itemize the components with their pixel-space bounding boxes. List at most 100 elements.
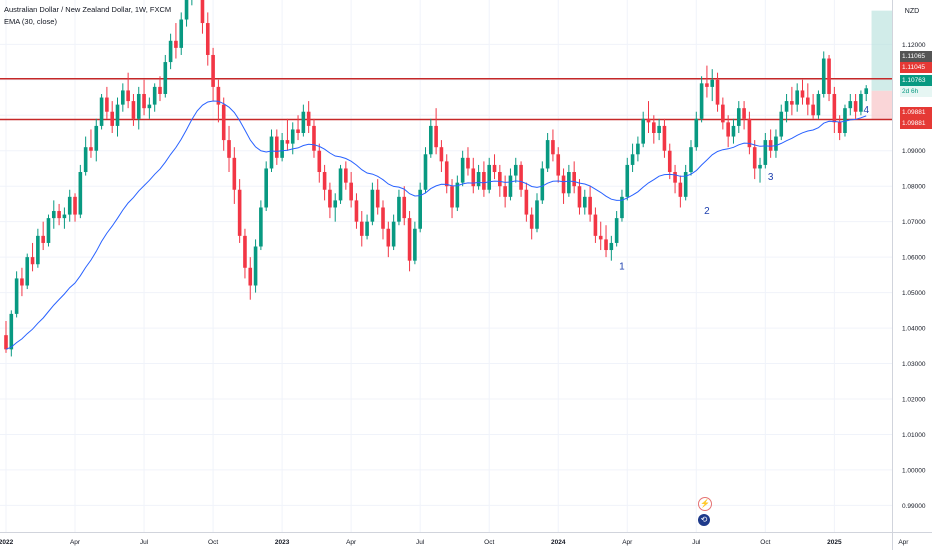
candle-body <box>742 108 746 119</box>
candle-body <box>285 140 290 144</box>
candle-body <box>763 140 768 165</box>
time-axis[interactable]: 2022 Apr Jul Oct 2023 Apr Jul Oct 2024 Apr Jul Oct 2… <box>0 532 932 547</box>
symbol-title[interactable]: Australian Dollar / New Zealand Dollar, … <box>4 5 172 14</box>
candle-body <box>184 0 189 20</box>
grid <box>0 0 904 532</box>
candle-body <box>243 235 247 268</box>
candle-body <box>487 164 492 190</box>
candle-body <box>46 218 51 243</box>
y-tick-label: 1.02000 <box>902 397 926 404</box>
candle-body <box>115 104 120 126</box>
candle-body <box>582 196 587 208</box>
y-tick-label: 1.07000 <box>902 219 926 226</box>
candle-body <box>158 86 162 94</box>
candle-body <box>519 164 523 190</box>
candle-body <box>89 147 93 151</box>
candle-body <box>110 111 115 126</box>
candle-body <box>147 104 152 109</box>
y-tick-label: 1.06000 <box>902 255 926 262</box>
candle-body <box>152 86 157 105</box>
candle-body <box>338 168 343 201</box>
candle-body <box>94 125 99 151</box>
x-tick-label: 2024 <box>551 539 566 546</box>
candle-body <box>673 172 677 183</box>
candle-body <box>577 186 582 208</box>
replay-icon[interactable]: ⟲ <box>698 514 710 526</box>
candle-body <box>200 0 205 24</box>
price-badge: 1.09881 <box>900 107 932 118</box>
candle-body <box>784 101 789 112</box>
candle-body <box>492 164 497 173</box>
candle-body <box>30 257 35 265</box>
candle-body <box>370 189 375 222</box>
candle-body <box>747 118 752 148</box>
candle-body <box>264 168 268 208</box>
candle-body <box>296 129 300 133</box>
candle-body <box>62 214 67 219</box>
candle-body <box>301 111 306 133</box>
candle-body <box>423 154 428 190</box>
y-tick-label: 1.01000 <box>902 432 926 439</box>
horizontal-levels <box>0 77 892 121</box>
x-tick-label: Jul <box>416 539 425 546</box>
candle-body <box>736 108 741 126</box>
x-tick-label: Jul <box>692 539 701 546</box>
indicator-label[interactable]: EMA (30, close) <box>4 17 57 26</box>
candle-body <box>545 140 550 169</box>
candle-body <box>561 175 566 194</box>
candle-body <box>774 136 778 151</box>
candle-body <box>83 147 88 173</box>
candle-body <box>811 104 815 116</box>
candle-body <box>790 101 794 105</box>
chart-legend: Australian Dollar / New Zealand Dollar, … <box>4 4 171 28</box>
candle-body <box>593 214 598 236</box>
currency-label[interactable]: NZD <box>904 8 920 15</box>
candle-body <box>636 143 640 155</box>
candle-body <box>652 122 656 133</box>
ema-30-line <box>5 100 867 350</box>
y-tick-label: 0.99000 <box>902 503 926 510</box>
candle-body <box>843 108 847 133</box>
candle-body <box>556 154 561 176</box>
candle-body <box>657 125 661 133</box>
candle-body <box>752 147 757 169</box>
candle-body <box>710 79 715 87</box>
candle-body <box>269 136 274 169</box>
candle-body <box>413 228 417 261</box>
candle-body <box>41 235 45 243</box>
wave-labels: 1 2 3 4 <box>619 105 869 273</box>
candle-body <box>806 97 810 105</box>
candle-body <box>731 125 736 137</box>
candle-body <box>598 235 603 240</box>
candle-body <box>232 157 237 190</box>
candle-body <box>460 157 465 183</box>
candle-body <box>179 19 184 48</box>
candle-body <box>513 164 518 176</box>
candle-body <box>317 150 322 173</box>
candle-body <box>837 122 842 133</box>
wave-label: 2 <box>704 206 710 217</box>
x-tick-label: Oct <box>208 539 218 546</box>
candle-body <box>816 93 821 116</box>
candle-body <box>551 140 555 155</box>
candle-body <box>705 83 709 87</box>
candle-body <box>99 97 104 126</box>
lightning-icon[interactable]: ⚡ <box>698 497 712 511</box>
candle-body <box>248 267 253 286</box>
candle-body <box>375 189 380 208</box>
candle-body <box>359 221 364 236</box>
candle-body <box>503 186 507 197</box>
price-badge: 1.11045 <box>900 62 932 73</box>
candle-body <box>57 211 61 219</box>
candle-body <box>402 196 407 219</box>
candle-body <box>105 97 109 112</box>
candle-body <box>821 58 826 94</box>
candle-body <box>689 147 693 173</box>
candle-body <box>630 154 635 165</box>
wave-label: 3 <box>768 172 774 183</box>
candle-body <box>312 125 316 151</box>
candle-body <box>471 168 476 187</box>
candle-body <box>620 196 624 219</box>
candle-body <box>349 182 353 201</box>
